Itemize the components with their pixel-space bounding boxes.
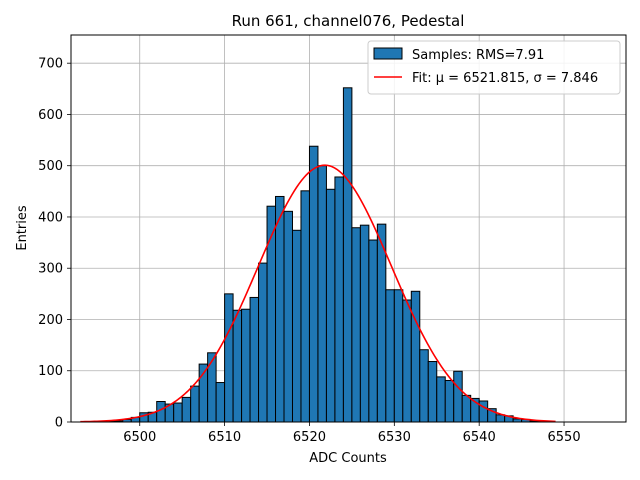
legend-box <box>367 40 621 95</box>
y-tick-label: 400 <box>38 210 63 225</box>
histogram-bar <box>359 224 370 423</box>
legend-samples-label: Samples: RMS=7.91 <box>412 48 544 63</box>
histogram-bar <box>410 290 421 423</box>
histogram-bar <box>325 188 336 423</box>
y-tick-label: 600 <box>38 108 63 123</box>
histogram-bar <box>436 376 446 423</box>
histogram-bar <box>308 145 319 423</box>
histogram-bar <box>368 239 378 423</box>
legend-samples-swatch <box>373 47 403 60</box>
histogram-bar <box>419 349 429 423</box>
y-axis-label: Entries <box>15 205 30 251</box>
histogram-bar <box>181 396 192 423</box>
x-axis-label: ADC Counts <box>309 451 387 466</box>
histogram-bar <box>351 227 361 423</box>
histogram-bar <box>478 400 489 423</box>
fit-curve <box>80 164 556 423</box>
histogram-bar <box>224 293 234 423</box>
y-tick-label: 100 <box>38 364 63 379</box>
x-tick-label: 6500 <box>123 430 156 445</box>
histogram-bar <box>207 352 217 423</box>
histogram-bar <box>376 223 387 423</box>
histogram-bar <box>402 299 412 423</box>
histogram-bar <box>291 229 302 423</box>
plot-frame <box>70 34 627 423</box>
chart-title: Run 661, channel076, Pedestal <box>232 12 465 30</box>
histogram-bar <box>232 309 243 423</box>
histogram-bar <box>241 308 251 423</box>
histogram-bar <box>453 370 463 423</box>
histogram-bar <box>258 262 268 423</box>
histogram-bar <box>275 195 285 423</box>
y-tick-label: 200 <box>38 313 63 328</box>
x-tick-label: 6530 <box>378 430 411 445</box>
histogram-bar <box>427 361 438 423</box>
histogram-bar <box>385 289 395 423</box>
y-tick-label: 300 <box>38 262 63 277</box>
histogram-bar <box>334 176 344 423</box>
histogram-bar <box>461 394 472 423</box>
x-tick-label: 6510 <box>208 430 241 445</box>
histogram-bar <box>342 87 353 423</box>
histogram-bar <box>173 402 183 423</box>
y-tick-label: 700 <box>38 57 63 72</box>
y-tick-label: 500 <box>38 159 63 174</box>
histogram-bar <box>444 379 455 423</box>
histogram-bar <box>495 414 506 423</box>
histogram-bar <box>283 210 293 423</box>
histogram-bar <box>393 289 404 423</box>
legend-fit-label: Fit: μ = 6521.815, σ = 7.846 <box>412 71 598 86</box>
y-axis-ticks: 0 100 200 300 400 500 600 700 <box>38 57 71 431</box>
legend: Samples: RMS=7.91 Fit: μ = 6521.815, σ =… <box>367 40 621 95</box>
x-tick-label: 6550 <box>548 430 581 445</box>
histogram-bar <box>266 205 277 423</box>
histogram-bar <box>317 165 327 423</box>
y-tick-label: 0 <box>55 416 63 431</box>
histogram-bar <box>300 190 310 423</box>
histogram-bar <box>190 385 200 423</box>
histogram-bar <box>215 382 226 423</box>
histogram-bar <box>249 296 260 423</box>
x-tick-label: 6520 <box>293 430 326 445</box>
x-tick-label: 6540 <box>463 430 496 445</box>
x-axis-ticks: 6500 6510 6520 6530 6540 6550 <box>123 422 581 445</box>
